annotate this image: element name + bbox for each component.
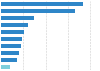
- Bar: [1, 65, 10, 69]
- Bar: [1, 16, 34, 20]
- Bar: [1, 23, 28, 27]
- Bar: [1, 30, 24, 34]
- Bar: [1, 51, 19, 55]
- Bar: [1, 37, 22, 41]
- Bar: [1, 44, 21, 48]
- Bar: [1, 58, 17, 62]
- Bar: [1, 9, 74, 13]
- Bar: [1, 2, 83, 6]
